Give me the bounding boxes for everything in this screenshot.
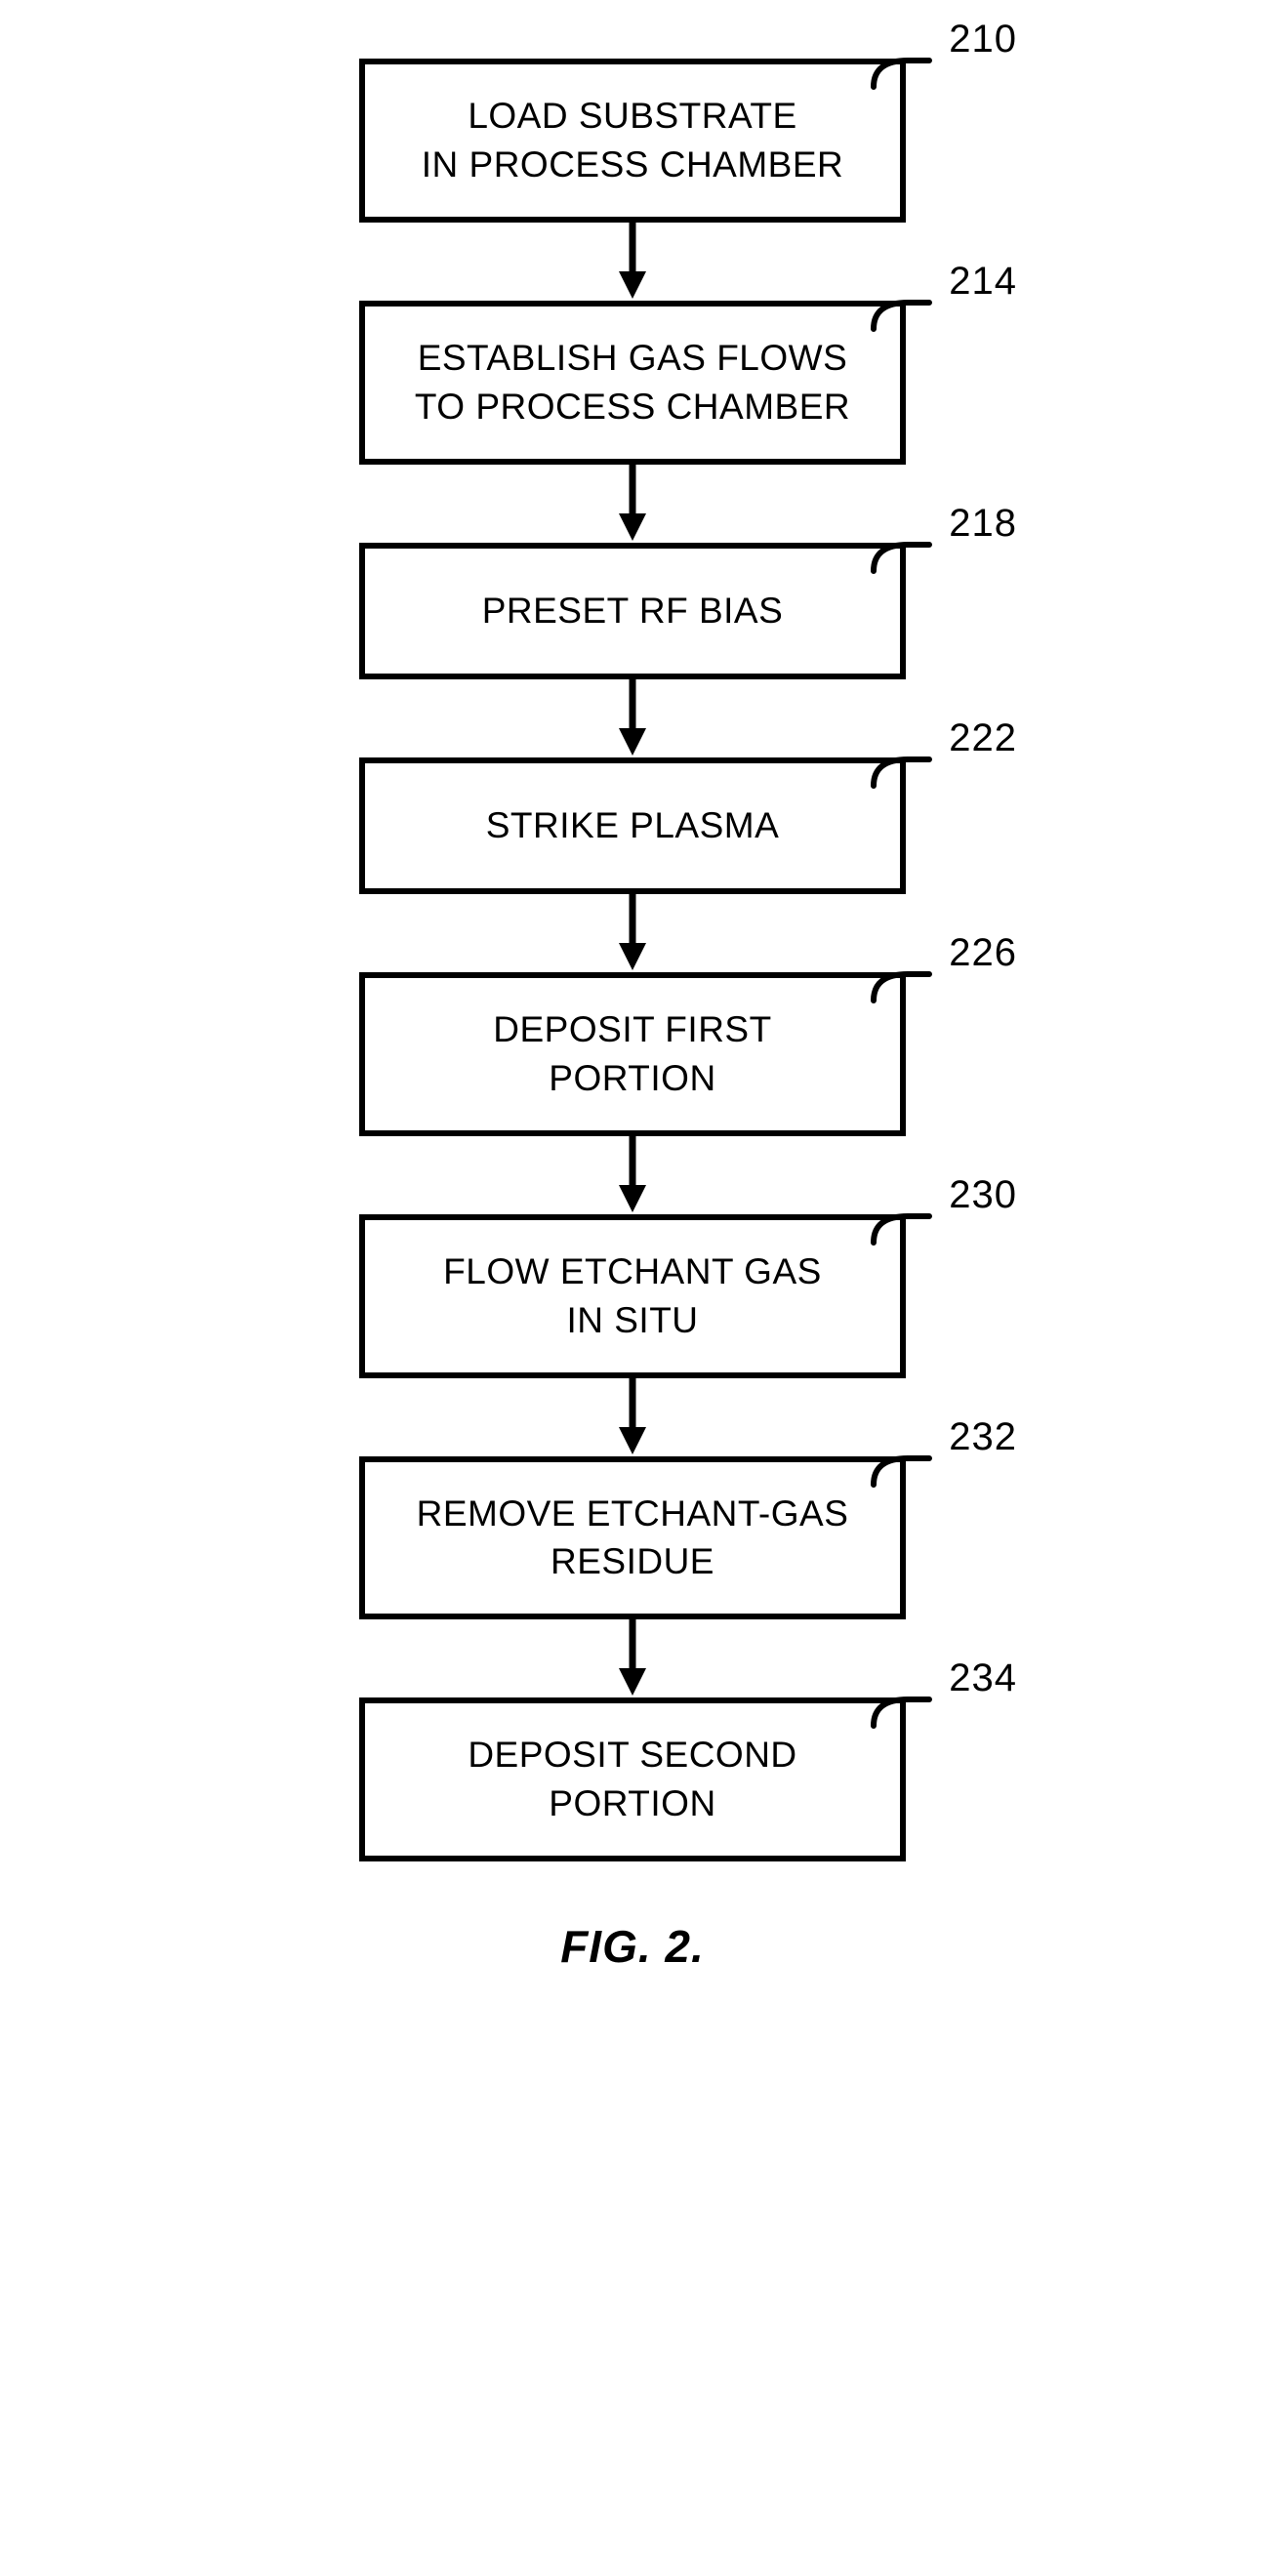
step-container-3: 222 STRIKE PLASMA: [193, 757, 1072, 972]
flowchart-box: 232 REMOVE ETCHANT-GAS RESIDUE: [359, 1456, 906, 1620]
box-text: DEPOSIT SECOND PORTION: [468, 1731, 796, 1828]
arrow-icon: [613, 679, 652, 757]
step-row-6: 232 REMOVE ETCHANT-GAS RESIDUE: [193, 1456, 1072, 1620]
hook-icon: [869, 295, 937, 334]
hook-icon: [869, 537, 937, 576]
flowchart-box: 226 DEPOSIT FIRST PORTION: [359, 972, 906, 1136]
step-container-1: 214 ESTABLISH GAS FLOWS TO PROCESS CHAMB…: [193, 301, 1072, 543]
hook-icon: [869, 1692, 937, 1731]
box-text: ESTABLISH GAS FLOWS TO PROCESS CHAMBER: [415, 334, 850, 431]
hook-icon: [869, 966, 937, 1005]
arrow-icon: [613, 1378, 652, 1456]
step-container-0: 210 LOAD SUBSTRATE IN PROCESS CHAMBER: [193, 59, 1072, 301]
box-text: REMOVE ETCHANT-GAS RESIDUE: [417, 1490, 849, 1587]
step-number-label: 226: [949, 931, 1017, 975]
flowchart-box: 210 LOAD SUBSTRATE IN PROCESS CHAMBER: [359, 59, 906, 223]
step-number-label: 232: [949, 1415, 1017, 1459]
step-container-7: 234 DEPOSIT SECOND PORTION: [193, 1697, 1072, 1861]
arrow-icon: [613, 1619, 652, 1697]
arrow-icon: [613, 223, 652, 301]
flowchart-box: 218 PRESET RF BIAS: [359, 543, 906, 679]
hook-icon: [869, 752, 937, 791]
step-number-label: 234: [949, 1656, 1017, 1700]
step-row-2: 218 PRESET RF BIAS: [193, 543, 1072, 679]
box-text: STRIKE PLASMA: [486, 801, 780, 850]
arrow-icon: [613, 894, 652, 972]
flowchart-box: 214 ESTABLISH GAS FLOWS TO PROCESS CHAMB…: [359, 301, 906, 465]
step-row-4: 226 DEPOSIT FIRST PORTION: [193, 972, 1072, 1136]
step-container-6: 232 REMOVE ETCHANT-GAS RESIDUE: [193, 1456, 1072, 1698]
arrow-icon: [613, 1136, 652, 1214]
figure-label: FIG. 2.: [560, 1920, 705, 1973]
step-container-5: 230 FLOW ETCHANT GAS IN SITU: [193, 1214, 1072, 1456]
step-row-5: 230 FLOW ETCHANT GAS IN SITU: [193, 1214, 1072, 1378]
hook-icon: [869, 1208, 937, 1247]
step-row-1: 214 ESTABLISH GAS FLOWS TO PROCESS CHAMB…: [193, 301, 1072, 465]
box-text: DEPOSIT FIRST PORTION: [493, 1005, 771, 1103]
step-container-2: 218 PRESET RF BIAS: [193, 543, 1072, 757]
box-text: LOAD SUBSTRATE IN PROCESS CHAMBER: [422, 92, 844, 189]
step-row-0: 210 LOAD SUBSTRATE IN PROCESS CHAMBER: [193, 59, 1072, 223]
step-row-7: 234 DEPOSIT SECOND PORTION: [193, 1697, 1072, 1861]
step-number-label: 218: [949, 502, 1017, 546]
flowchart-box: 230 FLOW ETCHANT GAS IN SITU: [359, 1214, 906, 1378]
step-number-label: 214: [949, 260, 1017, 304]
hook-icon: [869, 53, 937, 92]
flowchart-container: 210 LOAD SUBSTRATE IN PROCESS CHAMBER 21…: [193, 59, 1072, 1973]
box-text: FLOW ETCHANT GAS IN SITU: [443, 1247, 822, 1345]
step-number-label: 230: [949, 1173, 1017, 1217]
step-container-4: 226 DEPOSIT FIRST PORTION: [193, 972, 1072, 1214]
box-text: PRESET RF BIAS: [482, 587, 784, 635]
step-row-3: 222 STRIKE PLASMA: [193, 757, 1072, 894]
arrow-icon: [613, 465, 652, 543]
hook-icon: [869, 1451, 937, 1490]
step-number-label: 222: [949, 716, 1017, 760]
step-number-label: 210: [949, 18, 1017, 61]
flowchart-box: 234 DEPOSIT SECOND PORTION: [359, 1697, 906, 1861]
flowchart-box: 222 STRIKE PLASMA: [359, 757, 906, 894]
